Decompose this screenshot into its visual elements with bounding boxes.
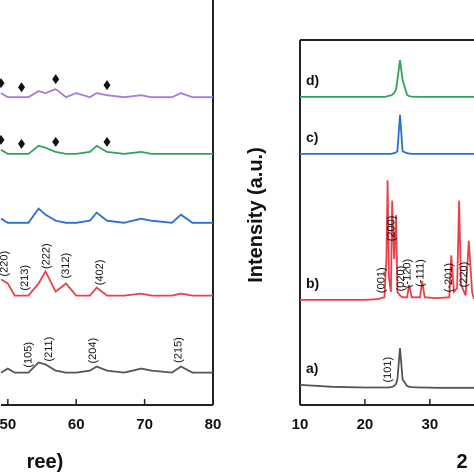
- x-tick-label: 50: [0, 416, 16, 433]
- peak-label: (020): [395, 266, 407, 292]
- peak-label: (220): [0, 251, 10, 277]
- phase-marker: [18, 138, 26, 149]
- series-line: [300, 59, 474, 98]
- peak-label: (204): [87, 338, 99, 364]
- series-name: b): [306, 275, 319, 291]
- peak-label: (402): [94, 260, 106, 286]
- series-line: [300, 180, 474, 301]
- series-name: d): [306, 72, 319, 88]
- x-tick-label: 70: [136, 416, 153, 433]
- peak-label: (-201): [443, 263, 455, 292]
- phase-marker: [52, 136, 60, 147]
- series-line: [0, 88, 213, 99]
- peak-label: (213): [19, 265, 31, 291]
- series-name: c): [306, 129, 318, 145]
- phase-marker: [52, 74, 60, 85]
- peak-label: (200): [385, 216, 397, 242]
- phase-marker: [103, 80, 111, 91]
- series-line: [299, 348, 474, 389]
- x-tick-label: 80: [205, 416, 222, 433]
- peak-label: (312): [60, 253, 72, 279]
- x-axis-label: 2: [456, 451, 467, 473]
- phase-marker: [18, 82, 26, 93]
- peak-label: (222): [41, 243, 53, 269]
- series-line: [300, 114, 474, 155]
- peak-label: (105): [22, 342, 34, 368]
- peak-label: (220): [458, 262, 470, 288]
- peak-label: (215): [173, 337, 185, 363]
- phase-marker: [0, 134, 5, 145]
- series-line: [0, 361, 213, 374]
- peak-label: (101): [382, 357, 394, 383]
- x-axis-label: ree): [27, 451, 64, 473]
- series-line: [0, 207, 213, 224]
- peak-label: (001): [376, 267, 388, 293]
- phase-marker: [103, 136, 111, 147]
- series-name: a): [306, 360, 318, 376]
- y-axis-label: Intensity (a.u.): [245, 147, 267, 283]
- peak-label: (-111): [415, 259, 427, 287]
- peak-label: (-120): [402, 259, 414, 288]
- series-line: [0, 144, 213, 155]
- phase-marker: [0, 78, 5, 89]
- x-tick-label: 10: [292, 416, 309, 433]
- peak-label: (211): [43, 337, 55, 362]
- x-tick-label: 20: [357, 416, 374, 433]
- x-tick-label: 60: [68, 416, 85, 433]
- series-line: [0, 269, 213, 297]
- x-tick-label: 30: [422, 416, 439, 433]
